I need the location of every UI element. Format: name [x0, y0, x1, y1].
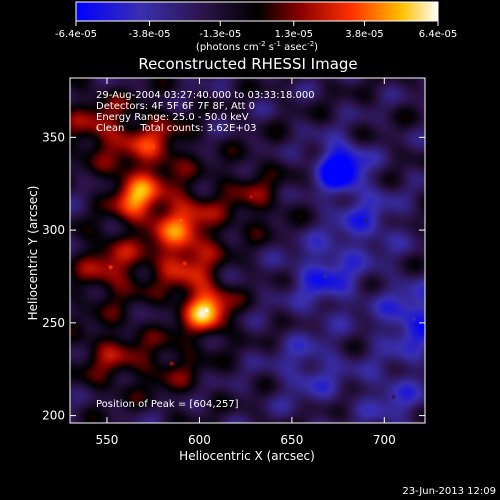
peak-position-label: Position of Peak = [604,257]	[96, 399, 239, 410]
colorbar-tick-labels: -6.4e-05 -3.8e-05 -1.3e-05 1.3e-05 3.8e-05 6.…	[55, 29, 457, 40]
y-axis-ticks: 200 250 300 350	[42, 130, 425, 423]
colorbar-tick-label: 3.8e-05	[345, 29, 383, 40]
annotation-time-range: 29-Aug-2004 03:27:40.000 to 03:33:18.000	[96, 90, 315, 101]
x-axis-label: Heliocentric X (arcsec)	[179, 449, 315, 463]
x-tick-label: 600	[188, 433, 211, 447]
plot-frame	[69, 77, 426, 424]
emission-sources	[95, 126, 416, 400]
emission-source-positive	[249, 194, 254, 199]
x-tick-label: 700	[373, 433, 396, 447]
emission-source-negative	[391, 395, 396, 400]
emission-source-negative	[323, 274, 328, 279]
colorbar-ticks	[75, 21, 439, 26]
emission-source-negative	[308, 367, 313, 372]
emission-source-positive	[108, 265, 113, 270]
y-tick-label: 200	[42, 409, 65, 423]
emission-source-positive	[108, 354, 113, 359]
annotation-detectors: Detectors: 4F 5F 6F 7F 8F, Att 0	[96, 101, 255, 112]
footer-date: 23-Jun-2013 12:09	[402, 486, 496, 497]
annotation-total-counts: Clean Total counts: 3.62E+03	[96, 123, 256, 134]
emission-source-negative	[411, 317, 416, 322]
colorbar-tick-label: -1.3e-05	[199, 29, 241, 40]
y-tick-label: 350	[42, 130, 65, 144]
colorbar-tick-label: 6.4e-05	[419, 29, 457, 40]
colorbar-tick-label: -3.8e-05	[129, 29, 171, 40]
emission-source-positive	[95, 126, 100, 131]
colorbar-unit-label: (photons cm-2 s-1 asec-2)	[196, 40, 318, 53]
x-axis-ticks: 550 600 650 700	[96, 78, 396, 447]
emission-source-positive	[182, 261, 187, 266]
y-tick-label: 250	[42, 316, 65, 330]
colorbar-tick-label: 1.3e-05	[275, 29, 313, 40]
emission-source-positive	[132, 194, 137, 199]
emission-source-positive	[178, 218, 183, 223]
annotation-energy-range: Energy Range: 25.0 - 50.0 keV	[96, 112, 249, 123]
chart-title: Reconstructed RHESSI Image	[138, 55, 357, 73]
heatmap-image	[70, 78, 425, 423]
colorbar-tick-label: -6.4e-05	[55, 29, 97, 40]
colorbar-frame	[75, 1, 439, 22]
emission-source-negative	[363, 218, 368, 223]
emission-source-positive	[204, 307, 209, 312]
emission-source-negative	[337, 165, 342, 170]
x-tick-label: 550	[96, 433, 119, 447]
emission-source-positive	[151, 144, 156, 149]
x-tick-label: 650	[280, 433, 303, 447]
y-axis-label: Heliocentric Y (arcsec)	[26, 186, 40, 321]
y-tick-label: 300	[42, 223, 65, 237]
colorbar	[76, 2, 438, 21]
emission-source-positive	[169, 361, 174, 366]
